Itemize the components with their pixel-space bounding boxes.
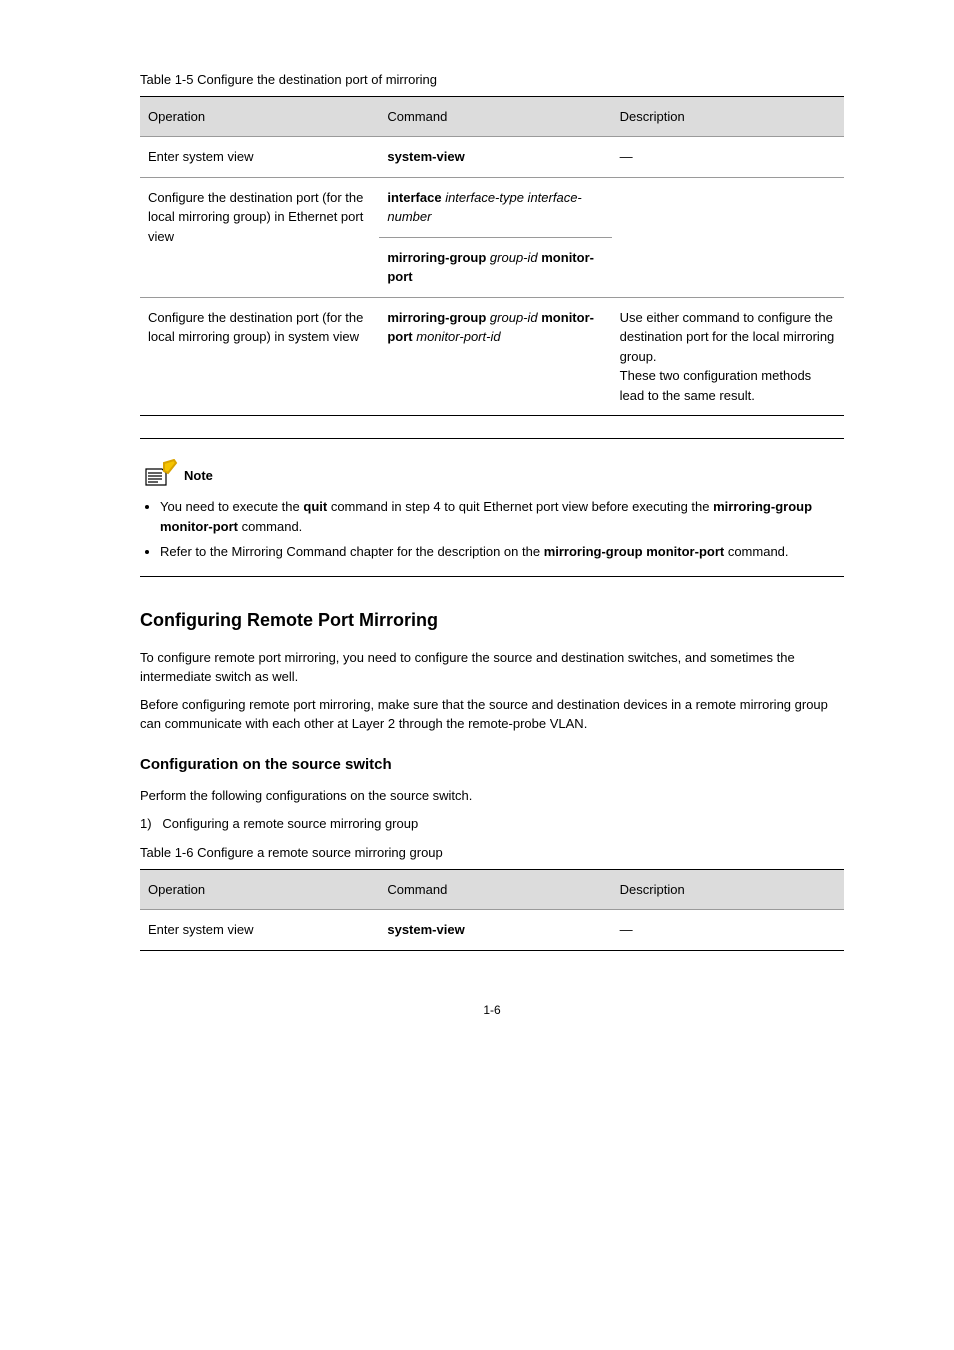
cmd-text: mirroring-group (387, 310, 486, 325)
note-bullet: Refer to the Mirroring Command chapter f… (160, 542, 844, 562)
table-header-row: Operation Command Description (140, 96, 844, 137)
col-operation: Operation (140, 96, 379, 137)
table1-caption: Table 1-5 Configure the destination port… (140, 70, 844, 90)
cell-command: interface interface-type interface-numbe… (379, 177, 611, 237)
note-bullet-list: You need to execute the quit command in … (140, 497, 844, 562)
horizontal-rule (140, 576, 844, 577)
col-description: Description (612, 869, 844, 910)
step-text: Configuring a remote source mirroring gr… (162, 816, 418, 831)
cmd-text: system-view (387, 922, 464, 937)
cell-command: mirroring-group group-id monitor-port (379, 237, 611, 297)
cmd-text: interface (387, 190, 441, 205)
table-row: Configure the destination port (for the … (140, 177, 844, 237)
table-row: Enter system view system-view — (140, 137, 844, 178)
page-number: 1-6 (140, 1001, 844, 1019)
table-header-row: Operation Command Description (140, 869, 844, 910)
table2-caption: Table 1-6 Configure a remote source mirr… (140, 843, 844, 863)
paragraph: Perform the following configurations on … (140, 786, 844, 806)
note-block: Note You need to execute the quit comman… (140, 459, 844, 562)
note-bullet: You need to execute the quit command in … (160, 497, 844, 536)
subsection-heading: Configuration on the source switch (140, 754, 844, 777)
cell-operation: Enter system view (140, 910, 379, 951)
cell-description: — (612, 137, 844, 178)
col-description: Description (612, 96, 844, 137)
step-item: 1) Configuring a remote source mirroring… (140, 814, 844, 834)
cell-operation: Enter system view (140, 137, 379, 178)
cmd-text: system-view (387, 149, 464, 164)
note-label: Note (184, 466, 213, 490)
cmd-arg: monitor-port-id (416, 329, 500, 344)
cell-command: system-view (379, 910, 611, 951)
section-heading: Configuring Remote Port Mirroring (140, 607, 844, 634)
horizontal-rule (140, 438, 844, 439)
cmd-text: mirroring-group (387, 250, 486, 265)
cell-command: mirroring-group group-id monitor-port mo… (379, 297, 611, 416)
table-configure-remote-source-group: Operation Command Description Enter syst… (140, 869, 844, 951)
col-command: Command (379, 869, 611, 910)
table-row: Enter system view system-view — (140, 910, 844, 951)
col-operation: Operation (140, 869, 379, 910)
paragraph: Before configuring remote port mirroring… (140, 695, 844, 734)
document-page: Table 1-5 Configure the destination port… (0, 0, 954, 1059)
cmd-arg: group-id (490, 310, 538, 325)
cell-description: — (612, 910, 844, 951)
cmd-arg: group-id (490, 250, 538, 265)
table-row: Configure the destination port (for the … (140, 297, 844, 416)
table-configure-destination-port: Operation Command Description Enter syst… (140, 96, 844, 417)
note-header: Note (140, 459, 844, 489)
cell-command: system-view (379, 137, 611, 178)
cell-description (612, 177, 844, 297)
cell-description: Use either command to configure the dest… (612, 297, 844, 416)
cell-operation: Configure the destination port (for the … (140, 177, 379, 297)
col-command: Command (379, 96, 611, 137)
cell-operation: Configure the destination port (for the … (140, 297, 379, 416)
paragraph: To configure remote port mirroring, you … (140, 648, 844, 687)
note-icon (140, 459, 178, 489)
